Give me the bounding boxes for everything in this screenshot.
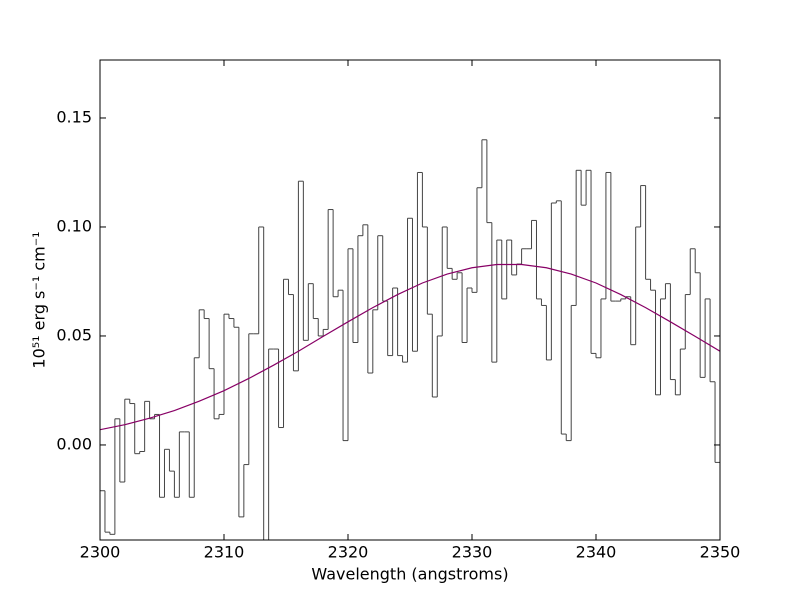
- y-tick-label: 0.15: [56, 107, 92, 126]
- axes-frame: [99, 59, 721, 541]
- y-tick-label: 0.05: [56, 325, 92, 344]
- step-risers: [104, 139, 716, 540]
- model-line: [100, 263, 720, 431]
- y-tick-label: 0.10: [56, 216, 92, 235]
- y-axis-label: 10⁵¹ erg s⁻¹ cm⁻¹: [30, 231, 49, 368]
- plot-area: [100, 139, 720, 540]
- x-tick-label: 2350: [700, 543, 741, 562]
- x-tick-label: 2340: [576, 543, 617, 562]
- x-tick-label: 2330: [452, 543, 493, 562]
- x-tick-label: 2320: [328, 543, 369, 562]
- x-axis-label: Wavelength (angstroms): [311, 565, 508, 584]
- y-tick-label: 0.00: [56, 434, 92, 453]
- x-tick-label: 2310: [204, 543, 245, 562]
- x-tick-label: 2300: [80, 543, 121, 562]
